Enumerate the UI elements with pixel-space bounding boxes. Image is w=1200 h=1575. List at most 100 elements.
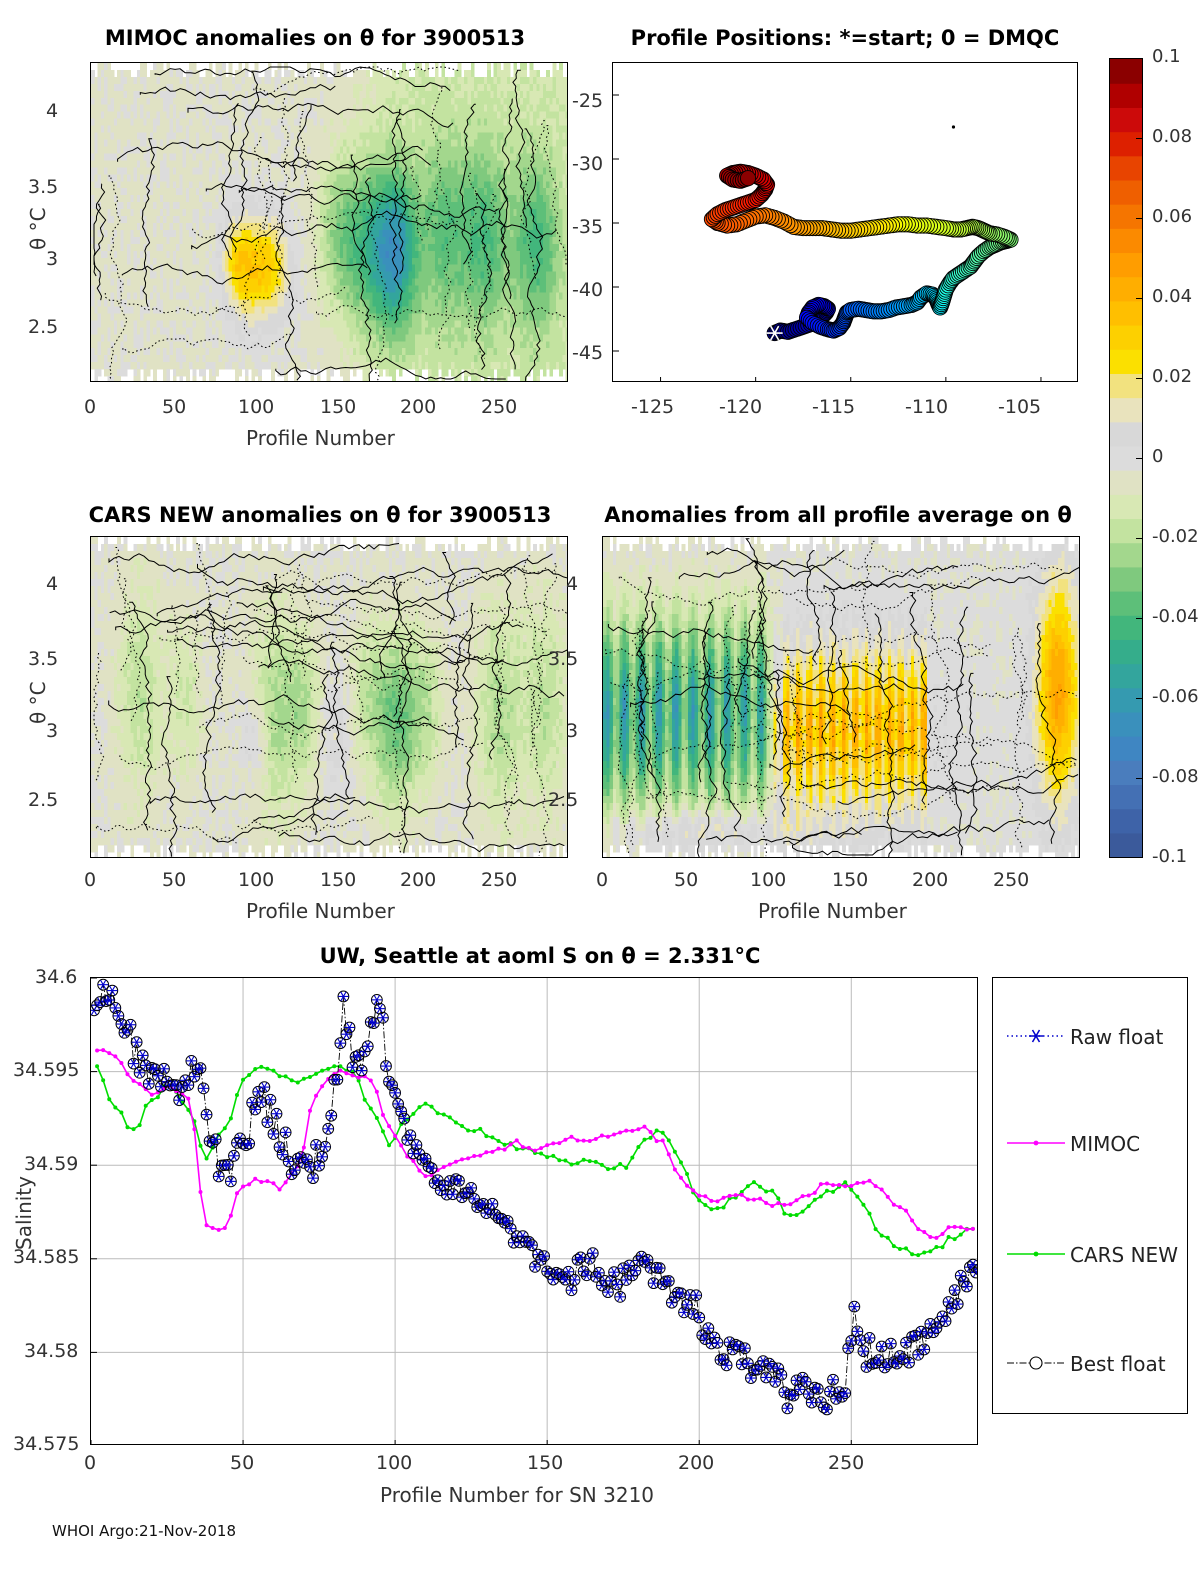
panel-title-avg: Anomalies from all profile average on θ [578,503,1098,527]
xtick-mimoc-250: 250 [481,396,517,418]
legend-label-raw-float[interactable]: Raw float [1070,1025,1163,1049]
ytick-avg-4: 4 [566,573,578,595]
colorbar-tickmark-1 [1136,137,1143,139]
ytick-cars-2p5: 2.5 [28,789,58,811]
ytick-map-m40: -40 [572,279,603,301]
xtick-map-m115: -115 [812,396,855,418]
legend-label-mimoc[interactable]: MIMOC [1070,1132,1140,1156]
xtick-ts-250: 250 [828,1452,864,1474]
xtick-mimoc-100: 100 [238,396,274,418]
xtick-ts-100: 100 [376,1452,412,1474]
xlabel-cars: Profile Number [246,899,395,923]
xlabel-timeseries: Profile Number for SN 3210 [380,1483,654,1507]
ytick-mimoc-3p5: 3.5 [28,176,58,198]
ylabel-timeseries: Salinity [12,1176,36,1250]
timeseries-legend [992,977,1188,1414]
colorbar-tick-6: -0.02 [1152,526,1199,547]
xtick-cars-0: 0 [84,869,96,891]
xtick-mimoc-200: 200 [400,396,436,418]
xtick-cars-250: 250 [481,869,517,891]
figure-footer: WHOI Argo:21-Nov-2018 [52,1522,236,1540]
colorbar-tick-9: -0.08 [1152,766,1199,787]
legend-label-cars-new[interactable]: CARS NEW [1070,1243,1178,1267]
ytick-cars-3: 3 [46,720,58,742]
ytick-cars-3p5: 3.5 [28,648,58,670]
panel-title-positions: Profile Positions: *=start; 0 = DMQC [600,26,1090,50]
cars-heatmap [91,537,567,857]
xtick-ts-50: 50 [230,1452,254,1474]
colorbar-tickmark-6 [1136,537,1143,539]
colorbar-tick-1: 0.08 [1152,126,1192,147]
xtick-cars-150: 150 [320,869,356,891]
colorbar-tick-0: 0.1 [1152,46,1181,67]
colorbar-tickmark-9 [1136,777,1143,779]
xtick-mimoc-150: 150 [320,396,356,418]
axes-timeseries [90,977,978,1445]
legend-label-best-float[interactable]: Best float [1070,1352,1166,1376]
profile-track-scatter [613,94,1042,381]
xtick-avg-250: 250 [993,869,1029,891]
xtick-avg-0: 0 [596,869,608,891]
ylabel-mimoc: θ °C [26,207,50,250]
colorbar-tickmark-5 [1136,457,1143,459]
ytick-cars-4: 4 [46,573,58,595]
colorbar-gradient [1110,59,1142,857]
xtick-map-m120: -120 [719,396,762,418]
xtick-avg-200: 200 [912,869,948,891]
ylabel-cars: θ °C [26,681,50,724]
xtick-ts-200: 200 [678,1452,714,1474]
ytick-map-m45: -45 [572,342,603,364]
xtick-cars-50: 50 [162,869,186,891]
panel-title-timeseries: UW, Seattle at aoml S on θ = 2.331°C [290,944,790,968]
legend-samples [1007,1029,1065,1370]
xtick-mimoc-50: 50 [162,396,186,418]
colorbar-tick-7: -0.04 [1152,606,1199,627]
ytick-ts-34p6: 34.6 [35,966,77,988]
ytick-avg-3: 3 [566,720,578,742]
xtick-map-m110: -110 [905,396,948,418]
xtick-avg-50: 50 [674,869,698,891]
xtick-cars-100: 100 [238,869,274,891]
colorbar-tick-2: 0.06 [1152,206,1192,227]
ytick-mimoc-4: 4 [46,100,58,122]
panel-title-cars: CARS NEW anomalies on θ for 3900513 [60,503,580,527]
xlabel-mimoc: Profile Number [246,426,395,450]
colorbar-tick-5: 0 [1152,446,1163,467]
colorbar-tickmark-4 [1136,377,1143,379]
axes-cars [90,536,568,858]
colorbar-tickmark-2 [1136,217,1143,219]
ytick-map-m25: -25 [572,90,603,112]
xtick-map-m125: -125 [631,396,674,418]
mimoc-heatmap [91,63,567,381]
colorbar [1109,58,1143,858]
ytick-ts-34p575: 34.575 [13,1433,79,1455]
colorbar-tick-10: -0.1 [1152,846,1187,867]
ytick-mimoc-2p5: 2.5 [28,316,58,338]
ytick-map-m30: -30 [572,153,603,175]
ytick-ts-34p585: 34.585 [13,1246,79,1268]
colorbar-tick-3: 0.04 [1152,286,1192,307]
ytick-ts-34p595: 34.595 [13,1059,79,1081]
colorbar-tickmark-8 [1136,697,1143,699]
ytick-map-m35: -35 [572,216,603,238]
colorbar-tickmark-3 [1136,297,1143,299]
ytick-ts-34p58: 34.58 [24,1340,78,1362]
xtick-mimoc-0: 0 [84,396,96,418]
axes-positions [612,62,1078,382]
salinity-timeseries [91,978,977,1444]
xtick-ts-150: 150 [527,1452,563,1474]
ytick-avg-3p5: 3.5 [548,648,578,670]
avg-heatmap [603,537,1079,857]
colorbar-tickmark-7 [1136,617,1143,619]
xtick-cars-200: 200 [400,869,436,891]
colorbar-tick-8: -0.06 [1152,686,1199,707]
xtick-ts-0: 0 [84,1452,96,1474]
axes-avg [602,536,1080,858]
colorbar-tick-4: 0.02 [1152,366,1192,387]
xtick-map-m105: -105 [998,396,1041,418]
panel-title-mimoc: MIMOC anomalies on θ for 3900513 [55,26,575,50]
axes-mimoc [90,62,568,382]
ytick-ts-34p59: 34.59 [24,1153,78,1175]
ytick-avg-2p5: 2.5 [548,789,578,811]
